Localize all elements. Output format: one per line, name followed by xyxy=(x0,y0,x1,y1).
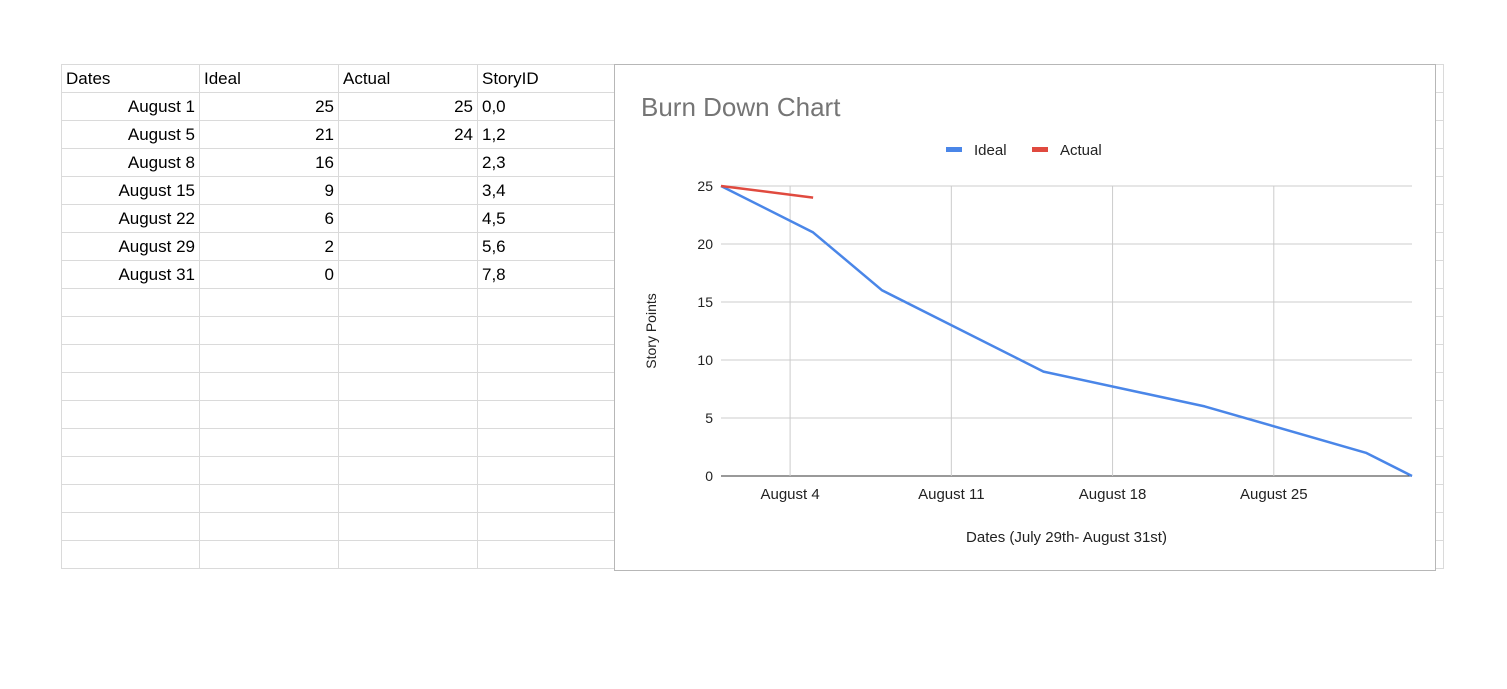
sheet-cell[interactable] xyxy=(338,484,478,513)
sheet-cell[interactable]: 7,8 xyxy=(477,260,616,289)
sheet-cell[interactable] xyxy=(61,428,200,457)
sheet-cell[interactable] xyxy=(477,428,616,457)
y-tick-label: 20 xyxy=(697,236,713,252)
sheet-cell[interactable] xyxy=(477,540,616,569)
y-tick-label: 10 xyxy=(697,352,713,368)
legend-label: Actual xyxy=(1060,142,1102,159)
sheet-cell[interactable] xyxy=(477,288,616,317)
legend-label: Ideal xyxy=(974,142,1007,159)
sheet-cell[interactable]: August 1 xyxy=(61,92,200,121)
sheet-cell[interactable]: August 8 xyxy=(61,148,200,177)
sheet-cell[interactable] xyxy=(199,484,339,513)
y-tick-label: 15 xyxy=(697,294,713,310)
sheet-cell[interactable]: 1,2 xyxy=(477,120,616,149)
sheet-cell[interactable] xyxy=(338,148,478,177)
sheet-cell[interactable] xyxy=(61,456,200,485)
sheet-cell[interactable] xyxy=(61,400,200,429)
sheet-cell[interactable]: 21 xyxy=(199,120,339,149)
sheet-cell[interactable]: 5,6 xyxy=(477,232,616,261)
sheet-cell[interactable]: 2,3 xyxy=(477,148,616,177)
sheet-cell[interactable]: 16 xyxy=(199,148,339,177)
sheet-cell[interactable] xyxy=(477,316,616,345)
y-tick-label: 25 xyxy=(697,178,713,194)
sheet-cell[interactable] xyxy=(199,316,339,345)
sheet-cell[interactable] xyxy=(477,344,616,373)
header-cell[interactable]: StoryID xyxy=(477,64,616,93)
sheet-cell[interactable] xyxy=(199,428,339,457)
sheet-cell[interactable] xyxy=(199,288,339,317)
sheet-cell[interactable] xyxy=(199,456,339,485)
legend-swatch xyxy=(1032,147,1048,152)
sheet-cell[interactable] xyxy=(477,400,616,429)
sheet-cell[interactable] xyxy=(338,512,478,541)
sheet-cell[interactable]: 0 xyxy=(199,260,339,289)
sheet-cell[interactable]: 4,5 xyxy=(477,204,616,233)
series-line-actual xyxy=(720,184,814,199)
header-cell[interactable]: Ideal xyxy=(199,64,339,93)
sheet-cell[interactable]: August 15 xyxy=(61,176,200,205)
chart-title: Burn Down Chart xyxy=(641,92,841,122)
sheet-cell[interactable]: August 29 xyxy=(61,232,200,261)
y-tick-label: 0 xyxy=(705,468,713,484)
sheet-cell[interactable] xyxy=(61,484,200,513)
sheet-cell[interactable]: 2 xyxy=(199,232,339,261)
sheet-cell[interactable]: 3,4 xyxy=(477,176,616,205)
x-axis-title: Dates (July 29th- August 31st) xyxy=(966,529,1167,546)
sheet-cell[interactable]: 9 xyxy=(199,176,339,205)
x-tick-label: August 18 xyxy=(1079,486,1147,503)
sheet-cell[interactable]: 6 xyxy=(199,204,339,233)
y-axis-title: Story Points xyxy=(643,293,659,368)
sheet-cell[interactable] xyxy=(199,400,339,429)
sheet-cell[interactable]: August 31 xyxy=(61,260,200,289)
sheet-cell[interactable] xyxy=(199,372,339,401)
sheet-cell[interactable] xyxy=(199,540,339,569)
x-tick-label: August 11 xyxy=(918,486,984,503)
sheet-cell[interactable] xyxy=(61,344,200,373)
sheet-cell[interactable] xyxy=(338,232,478,261)
sheet-cell[interactable] xyxy=(477,456,616,485)
series-line-ideal xyxy=(720,184,1413,478)
burn-down-chart[interactable]: Burn Down Chart Ideal Actual 0 5 10 15 20 25 Augu… xyxy=(614,64,1436,571)
sheet-cell[interactable] xyxy=(61,288,200,317)
sheet-cell[interactable]: August 22 xyxy=(61,204,200,233)
sheet-cell[interactable] xyxy=(338,456,478,485)
sheet-cell[interactable] xyxy=(199,512,339,541)
sheet-cell[interactable]: 25 xyxy=(199,92,339,121)
sheet-cell[interactable] xyxy=(338,372,478,401)
sheet-cell[interactable] xyxy=(61,512,200,541)
sheet-cell[interactable]: August 5 xyxy=(61,120,200,149)
sheet-cell[interactable] xyxy=(338,176,478,205)
sheet-cell[interactable]: 25 xyxy=(338,92,478,121)
sheet-cell[interactable] xyxy=(338,204,478,233)
sheet-cell[interactable] xyxy=(61,316,200,345)
sheet-cell[interactable] xyxy=(61,372,200,401)
sheet-cell[interactable] xyxy=(338,400,478,429)
sheet-cell[interactable]: 24 xyxy=(338,120,478,149)
sheet-cell[interactable] xyxy=(199,344,339,373)
sheet-cell[interactable] xyxy=(477,372,616,401)
chart-canvas: Burn Down Chart Ideal Actual 0 5 10 15 20 25 Augu… xyxy=(641,92,1413,546)
sheet-cell[interactable] xyxy=(338,344,478,373)
sheet-cell[interactable] xyxy=(338,316,478,345)
sheet-cell[interactable] xyxy=(61,540,200,569)
header-cell[interactable]: Dates xyxy=(61,64,200,93)
sheet-cell[interactable] xyxy=(338,540,478,569)
y-tick-label: 5 xyxy=(705,410,713,426)
sheet-cell[interactable]: 0,0 xyxy=(477,92,616,121)
sheet-cell[interactable] xyxy=(338,428,478,457)
header-cell[interactable]: Actual xyxy=(338,64,478,93)
x-tick-label: August 25 xyxy=(1240,486,1308,503)
sheet-cell[interactable] xyxy=(338,288,478,317)
x-tick-label: August 4 xyxy=(760,486,819,503)
sheet-cell[interactable] xyxy=(477,512,616,541)
sheet-cell[interactable] xyxy=(338,260,478,289)
sheet-cell[interactable] xyxy=(477,484,616,513)
legend-swatch xyxy=(946,147,962,152)
